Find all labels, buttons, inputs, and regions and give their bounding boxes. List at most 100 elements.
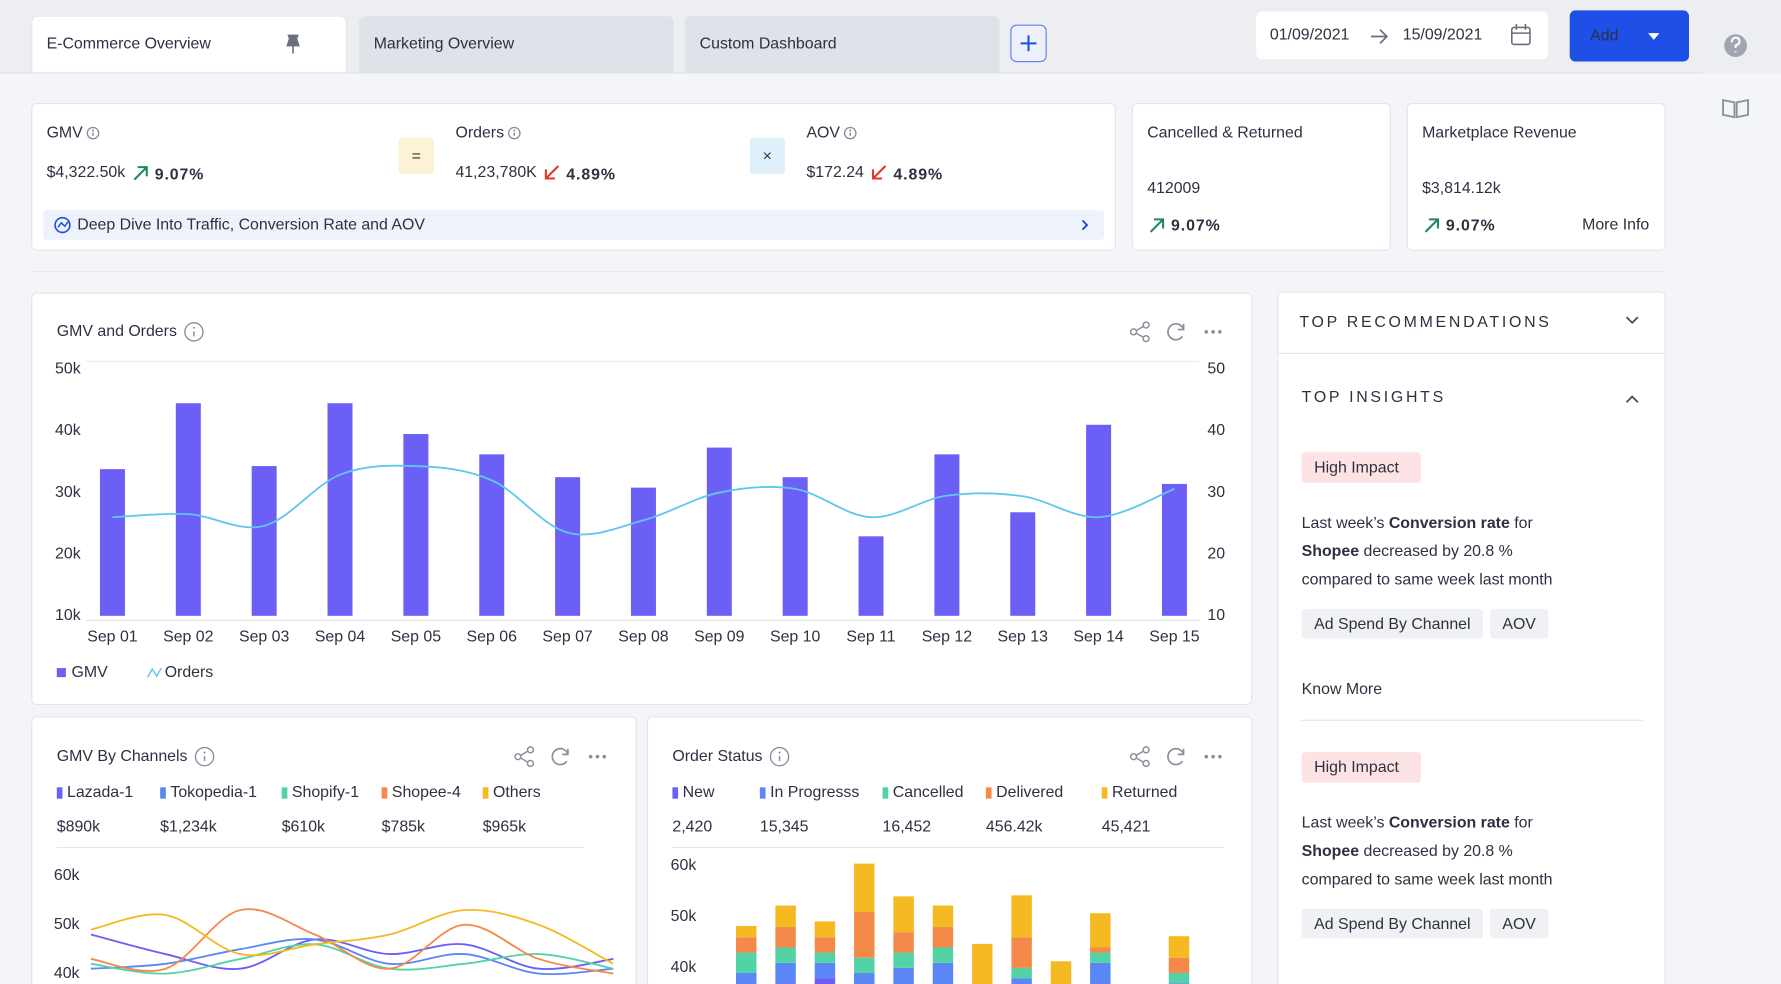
series-total: $1,234k: [160, 818, 217, 835]
bar-segment: [1090, 913, 1111, 948]
help-icon: [1730, 36, 1741, 53]
metric-card: [1131, 102, 1391, 251]
more-info-link[interactable]: More Info: [1582, 216, 1649, 233]
bar: [630, 487, 656, 616]
share-icon[interactable]: [1129, 752, 1138, 761]
y-tick-label: 40k: [55, 422, 81, 439]
tag[interactable]: [1301, 908, 1484, 939]
metric-card: [1406, 102, 1666, 251]
bar: [1161, 483, 1187, 616]
kpi-change: 4.89%: [566, 166, 616, 183]
x-tick-label: Sep 12: [922, 629, 973, 646]
insight-text: Last week’s Conversion rate for: [1302, 815, 1534, 832]
x-tick-label: Sep 13: [998, 629, 1049, 646]
more-icon: [595, 754, 600, 759]
share-icon: [1142, 759, 1150, 768]
y2-tick-label: 40: [1207, 422, 1225, 439]
operator: ×: [763, 148, 772, 165]
refresh-icon[interactable]: [1167, 323, 1185, 341]
x-tick-label: Sep 02: [163, 629, 214, 646]
impact-badge: [1301, 452, 1421, 483]
y-tick-label: 60k: [54, 867, 80, 884]
chart-title: Order Status: [672, 748, 762, 765]
more-icon: [588, 754, 593, 759]
tab[interactable]: [31, 15, 347, 74]
deep-dive-bar[interactable]: [43, 210, 1105, 240]
x-tick-label: Sep 06: [467, 629, 518, 646]
x-tick-label: Sep 01: [87, 629, 138, 646]
tag[interactable]: [1489, 608, 1549, 639]
trend-arrow: [1424, 218, 1439, 233]
bar: [1086, 424, 1112, 616]
chevron-down[interactable]: [1625, 316, 1639, 325]
date-arrow: [1370, 29, 1389, 44]
legend-label: Returned: [1112, 784, 1177, 801]
deep-dive-icon: [57, 221, 69, 228]
know-more-link[interactable]: Know More: [1302, 681, 1383, 698]
bar-segment: [814, 978, 836, 984]
calendar-icon: [1511, 24, 1530, 34]
y2-tick-label: 30: [1207, 484, 1225, 501]
metric-value: $3,814.12k: [1422, 180, 1501, 197]
bar-segment: [932, 947, 954, 963]
date-start: 01/09/2021: [1270, 27, 1350, 44]
legend-label: Shopee-4: [392, 784, 461, 801]
refresh-icon[interactable]: [1167, 747, 1185, 766]
panel-heading[interactable]: TOP RECOMMENDATIONS: [1299, 314, 1551, 331]
add-button[interactable]: [1569, 10, 1689, 62]
insight-span: compared to same week last month: [1302, 872, 1553, 889]
bar-segment: [775, 927, 796, 948]
bar-segment: [1090, 947, 1111, 953]
plus-icon: [1020, 35, 1037, 52]
bar-segment: [1011, 978, 1032, 984]
deep-dive-link[interactable]: Deep Dive Into Traffic, Conversion Rate …: [77, 216, 425, 233]
tab-label: E-Commerce Overview: [47, 36, 212, 53]
info-icon: [849, 129, 852, 132]
tag[interactable]: [1489, 908, 1549, 939]
legend-label: In Progresss: [770, 784, 859, 801]
bar-segment: [736, 973, 757, 984]
panel-heading[interactable]: TOP INSIGHTS: [1302, 389, 1446, 406]
chevron-up[interactable]: [1625, 395, 1639, 403]
legend-label: Delivered: [996, 784, 1063, 801]
operator-box: [749, 137, 785, 174]
bar-segment: [893, 896, 914, 933]
legend-label: Shopify-1: [292, 784, 359, 801]
chart-title: GMV and Orders: [57, 323, 177, 340]
share-icon: [1142, 746, 1150, 754]
tab[interactable]: [684, 16, 1000, 73]
y2-tick-label: 10: [1207, 607, 1225, 624]
tab-label: Marketing Overview: [374, 36, 515, 53]
bar-segment: [775, 962, 796, 984]
info-icon: [513, 129, 516, 132]
refresh-icon[interactable]: [551, 747, 569, 766]
caret-icon: [1648, 33, 1660, 40]
tab[interactable]: [358, 16, 674, 73]
tag-label: AOV: [1502, 616, 1536, 633]
share-icon[interactable]: [514, 752, 522, 761]
insight-span: Shopee: [1302, 543, 1360, 560]
x-tick-label: Sep 05: [391, 629, 442, 646]
line: [90, 908, 614, 965]
legend-label: Lazada-1: [67, 784, 133, 801]
tag[interactable]: [1301, 608, 1484, 639]
bar-segment: [893, 952, 914, 968]
insight-span: Last week’s: [1302, 815, 1389, 832]
pin-icon: [286, 34, 300, 54]
insight-span: Conversion rate: [1389, 515, 1510, 532]
bar: [99, 469, 125, 616]
insight-text: Last week’s Conversion rate for: [1302, 515, 1534, 532]
bar: [555, 477, 581, 616]
metric-title: Cancelled & Returned: [1147, 124, 1302, 141]
y2-tick-label: 50: [1207, 361, 1225, 378]
bar: [175, 403, 201, 616]
bar: [782, 477, 808, 616]
book-icon[interactable]: [1722, 99, 1749, 119]
bar: [479, 454, 505, 616]
more-icon: [1218, 754, 1222, 759]
legend-swatch: [160, 787, 166, 799]
series-total: 2,420: [672, 818, 712, 835]
share-icon[interactable]: [1129, 328, 1138, 336]
info-icon: [769, 746, 790, 767]
date-picker[interactable]: [1256, 11, 1549, 60]
